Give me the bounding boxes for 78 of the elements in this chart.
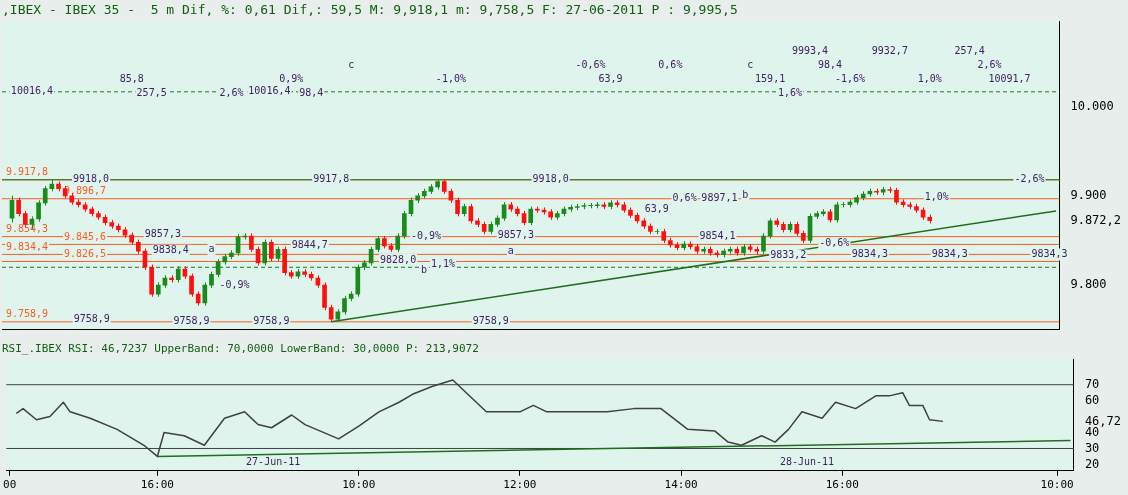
annotation: 0,6% xyxy=(672,192,697,204)
annotation: 1,1% xyxy=(430,258,456,270)
annotation: -0,6% xyxy=(575,59,606,71)
annotation: 2,6% xyxy=(219,87,244,99)
annotation: 0,9% xyxy=(279,73,304,85)
x-tick-label: 10:00 xyxy=(342,478,376,492)
annotation: 9834,3 xyxy=(851,248,888,260)
annotation: -1,0% xyxy=(435,73,466,85)
annotation: a xyxy=(507,244,514,256)
annotation: 2,6% xyxy=(977,59,1002,71)
annotation: 1,0% xyxy=(924,191,949,203)
annotation: 9993,4 xyxy=(791,45,829,57)
annotation: 9758,9 xyxy=(472,315,509,327)
annotation: 98,4 xyxy=(299,87,324,99)
annotation: 10016,4 xyxy=(10,85,54,97)
annotation: 9758,9 xyxy=(253,315,290,327)
annotation: 85,8 xyxy=(119,73,144,85)
annotation: 159,1 xyxy=(755,73,786,85)
annotation: -0,9% xyxy=(219,278,250,290)
ref-line-label: 9.845,6 xyxy=(64,230,107,242)
annotation: a xyxy=(208,242,215,254)
annotation: 9854,1 xyxy=(699,229,736,241)
y-tick-label: 20 xyxy=(1084,456,1100,471)
annotation: 28-Jun-11 xyxy=(779,456,835,468)
annotation: 10091,7 xyxy=(988,73,1031,85)
annotation: -0,9% xyxy=(410,230,442,242)
annotation: 9844,7 xyxy=(291,238,328,250)
annotation: b xyxy=(742,189,749,201)
annotation: 257,4 xyxy=(954,45,985,57)
annotation: 63,9 xyxy=(644,202,669,214)
annotation: 9758,9 xyxy=(173,315,210,327)
annotation: 9918,0 xyxy=(532,173,569,185)
ref-line-label: 9.917,8 xyxy=(6,166,49,178)
annotation: -2,6% xyxy=(1014,173,1045,185)
y-tick-label: 9.800 xyxy=(1070,277,1107,292)
x-tick-label: 12:00 xyxy=(503,478,537,492)
annotation: 63,9 xyxy=(598,73,623,85)
y-tick-label: 60 xyxy=(1084,392,1100,407)
annotation: 9838,4 xyxy=(152,244,189,256)
x-tick-label: 10:00 xyxy=(1040,478,1074,492)
annotation: 1,6% xyxy=(778,87,803,99)
y-tick-label: 10.000 xyxy=(1070,98,1114,113)
y-tick-label: 70 xyxy=(1084,376,1100,391)
annotation: 9897,1 xyxy=(701,191,738,203)
ref-line-label: 9.854,3 xyxy=(6,223,49,235)
chart-title: RSI_.IBEX RSI: 46,7237 UpperBand: 70,0000 LowerBand: 30,0000 P: 213,9072 xyxy=(2,342,479,356)
annotation: 9758,9 xyxy=(73,312,110,324)
annotation: 9932,7 xyxy=(871,45,908,57)
annotation: 9833,2 xyxy=(770,249,807,261)
annotation: b xyxy=(421,264,428,276)
annotation: -1,6% xyxy=(834,73,865,85)
annotation: c xyxy=(348,59,355,71)
annotation: 1,0% xyxy=(917,73,942,85)
annotation: 9857,3 xyxy=(497,228,534,240)
chart-title: ,IBEX - IBEX 35 - 5 m Dif, %: 0,61 Dif,: 59,5 M: 9,918,1 m: 9,758,5 F: 27-06-2011 P : 9,995,5 xyxy=(2,2,738,18)
x-tick-label: 16:00 xyxy=(825,478,859,492)
annotation: 10016,4 xyxy=(248,85,291,97)
y-tick-label: 30 xyxy=(1084,440,1100,455)
annotation: 0,6% xyxy=(658,59,683,71)
annotation: 9834,3 xyxy=(1031,248,1068,260)
annotation: -0,6% xyxy=(819,236,850,248)
ref-line-label: 9.826,5 xyxy=(64,248,107,260)
annotation: 98,4 xyxy=(817,59,843,71)
ref-line-label: 9.758,9 xyxy=(6,308,49,320)
annotation: 9917,8 xyxy=(313,173,350,185)
ref-line-label: 9.834,4 xyxy=(6,241,49,252)
annotation: 9834,3 xyxy=(931,248,968,260)
x-tick-label: 00 xyxy=(3,478,17,492)
annotation: c xyxy=(747,59,754,71)
x-tick-label: 16:00 xyxy=(140,478,174,492)
y-tick-label: 9.900 xyxy=(1070,187,1107,202)
annotation: 9857,3 xyxy=(144,227,181,239)
annotation: 257,5 xyxy=(136,87,167,99)
annotation: 9918,0 xyxy=(73,173,110,185)
annotation: 27-Jun-11 xyxy=(246,456,301,468)
y-tick-label: 9.872,2 xyxy=(1070,212,1122,227)
annotation: 9828,0 xyxy=(380,253,417,265)
x-tick-label: 14:00 xyxy=(664,478,698,492)
